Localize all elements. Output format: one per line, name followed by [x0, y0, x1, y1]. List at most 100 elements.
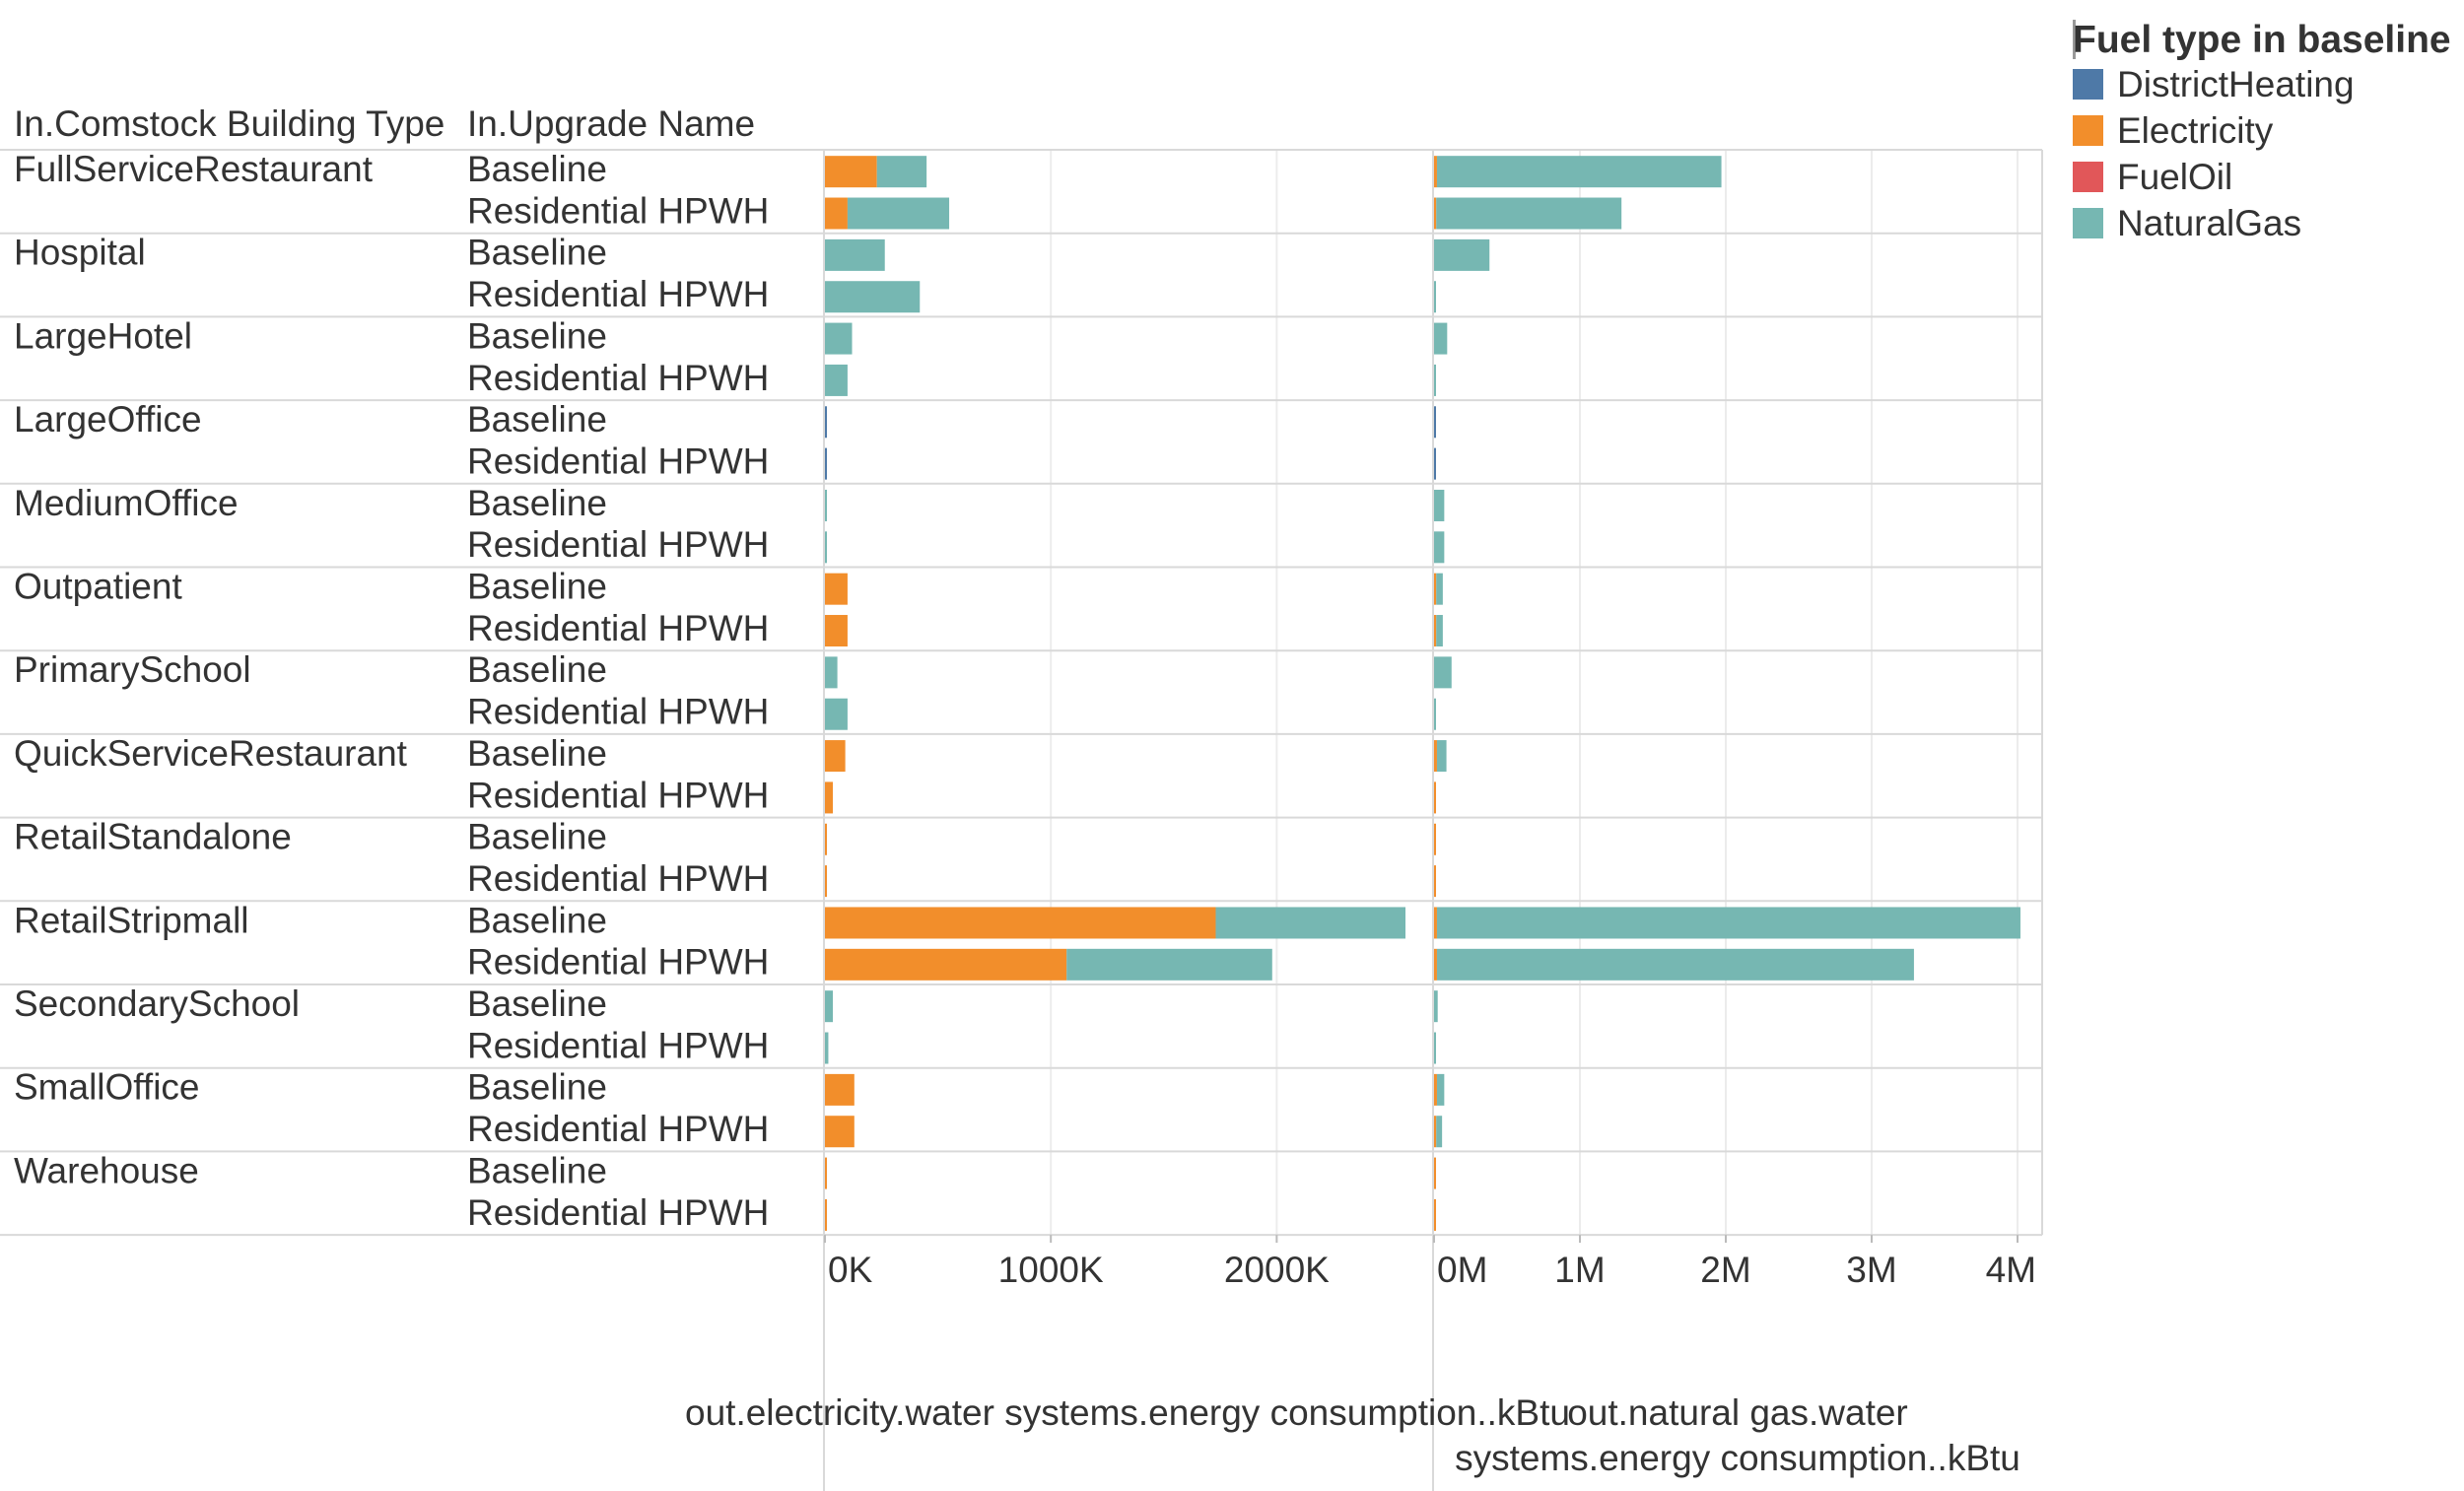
legend-title-bar — [2073, 20, 2076, 59]
upgrade-label-7-1: Residential HPWH — [467, 775, 769, 815]
legend-title: Fuel type in baseline — [2073, 19, 2451, 61]
building-type-label-11: SmallOffice — [14, 1067, 200, 1108]
bar-gas-5-0-NaturalGas — [1436, 573, 1443, 605]
tick-label-p1-0: 0K — [828, 1250, 873, 1290]
upgrade-label-10-1: Residential HPWH — [467, 1025, 769, 1065]
building-type-label-0: FullServiceRestaurant — [14, 149, 374, 189]
bar-gas-2-0-NaturalGas — [1434, 322, 1448, 355]
legend-swatch-DistrictHeating — [2073, 69, 2103, 100]
upgrade-label-12-0: Baseline — [467, 1150, 607, 1190]
bar-elec-0-0-Electricity — [825, 156, 877, 188]
bar-elec-1-0-NaturalGas — [825, 238, 885, 271]
bars — [825, 156, 2020, 1231]
building-type-label-8: RetailStandalone — [14, 817, 292, 857]
bar-gas-7-0-NaturalGas — [1436, 740, 1447, 773]
row-header-upgrade-name: In.Upgrade Name — [467, 103, 755, 144]
bar-gas-0-0-NaturalGas — [1436, 156, 1722, 188]
upgrade-label-3-0: Baseline — [467, 399, 607, 440]
bar-gas-0-1-NaturalGas — [1436, 197, 1622, 230]
bar-gas-6-0-NaturalGas — [1434, 656, 1452, 689]
bar-gas-9-0-NaturalGas — [1436, 907, 2020, 939]
bar-elec-3-1-DistrictHeating — [825, 447, 827, 480]
bar-elec-12-0-Electricity — [825, 1157, 827, 1189]
bar-elec-0-1-Electricity — [825, 197, 848, 230]
bar-elec-5-0-Electricity — [825, 573, 848, 605]
bar-elec-9-1-NaturalGas — [1066, 948, 1272, 981]
bar-gas-9-0-Electricity — [1434, 907, 1437, 939]
bar-gas-12-1-Electricity — [1434, 1198, 1436, 1231]
upgrade-label-8-1: Residential HPWH — [467, 858, 769, 899]
bar-elec-7-1-Electricity — [825, 781, 834, 814]
bar-elec-8-1-Electricity — [825, 865, 827, 898]
bar-gas-2-1-NaturalGas — [1434, 364, 1436, 396]
bar-gas-1-0-NaturalGas — [1434, 238, 1490, 271]
bar-elec-9-1-Electricity — [825, 948, 1067, 981]
bar-elec-1-1-NaturalGas — [825, 281, 921, 313]
legend-label-DistrictHeating: DistrictHeating — [2117, 64, 2355, 104]
bar-elec-11-0-Electricity — [825, 1073, 855, 1106]
bar-gas-10-0-NaturalGas — [1434, 990, 1438, 1023]
bar-gas-5-0-Electricity — [1434, 573, 1437, 605]
building-type-label-4: MediumOffice — [14, 483, 239, 523]
bar-gas-10-1-NaturalGas — [1434, 1032, 1436, 1064]
building-type-label-7: QuickServiceRestaurant — [14, 733, 408, 774]
tick-label-p1-1: 1000K — [998, 1250, 1104, 1290]
upgrade-label-6-0: Baseline — [467, 649, 607, 690]
upgrade-label-0-1: Residential HPWH — [467, 190, 769, 231]
building-type-label-6: PrimarySchool — [14, 649, 251, 690]
legend-swatch-NaturalGas — [2073, 208, 2103, 238]
upgrade-label-11-0: Baseline — [467, 1067, 607, 1108]
x-axis-title-p2: out.natural gas.water systems.energy cons… — [1455, 1392, 2020, 1478]
building-type-label-3: LargeOffice — [14, 399, 202, 440]
bar-elec-11-1-Electricity — [825, 1116, 855, 1148]
bar-gas-3-1-DistrictHeating — [1434, 447, 1436, 480]
upgrade-label-4-0: Baseline — [467, 483, 607, 523]
bar-gas-1-1-NaturalGas — [1434, 281, 1436, 313]
bar-gas-5-1-NaturalGas — [1436, 615, 1443, 647]
upgrade-label-11-1: Residential HPWH — [467, 1109, 769, 1149]
upgrade-label-12-1: Residential HPWH — [467, 1192, 769, 1233]
upgrade-label-4-1: Residential HPWH — [467, 524, 769, 565]
building-type-label-9: RetailStripmall — [14, 900, 249, 940]
bar-gas-9-1-NaturalGas — [1436, 948, 1914, 981]
legend-label-NaturalGas: NaturalGas — [2117, 203, 2301, 243]
row-headers: In.Comstock Building Type In.Upgrade Nam… — [14, 103, 755, 144]
bar-gas-12-0-Electricity — [1434, 1157, 1436, 1189]
bar-elec-4-0-NaturalGas — [825, 489, 827, 521]
building-type-label-12: Warehouse — [14, 1150, 199, 1190]
tick-label-p2-4: 4M — [1986, 1250, 2036, 1290]
bar-gas-9-1-Electricity — [1434, 948, 1437, 981]
legend: Fuel type in baseline DistrictHeating Ele… — [2073, 19, 2451, 243]
upgrade-label-6-1: Residential HPWH — [467, 692, 769, 732]
upgrade-label-10-0: Baseline — [467, 983, 607, 1024]
bar-elec-10-0-NaturalGas — [825, 990, 834, 1023]
upgrade-label-8-0: Baseline — [467, 817, 607, 857]
bar-elec-5-1-Electricity — [825, 615, 848, 647]
tick-label-p1-2: 2000K — [1224, 1250, 1330, 1290]
bar-elec-9-0-NaturalGas — [1215, 907, 1405, 939]
bar-gas-11-1-Electricity — [1434, 1116, 1437, 1148]
bar-elec-0-0-NaturalGas — [876, 156, 927, 188]
bar-elec-2-1-NaturalGas — [825, 364, 848, 396]
x-axis-title-p1: out.electricity.water systems.energy con… — [685, 1392, 1570, 1433]
bar-gas-7-0-Electricity — [1434, 740, 1437, 773]
bar-elec-3-0-DistrictHeating — [825, 406, 827, 439]
bar-elec-9-0-Electricity — [825, 907, 1216, 939]
bar-gas-3-0-DistrictHeating — [1434, 406, 1436, 439]
bar-gas-6-1-NaturalGas — [1434, 698, 1436, 730]
upgrade-label-2-0: Baseline — [467, 315, 607, 356]
axes: 0K 1000K 2000K out.electricity.water system… — [685, 1235, 2036, 1478]
bar-gas-8-0-Electricity — [1434, 823, 1436, 855]
upgrade-label-1-0: Baseline — [467, 233, 607, 273]
bar-elec-8-0-Electricity — [825, 823, 827, 855]
building-type-label-10: SecondarySchool — [14, 983, 300, 1024]
bar-elec-4-1-NaturalGas — [825, 531, 827, 564]
legend-swatch-FuelOil — [2073, 162, 2103, 192]
row-header-building-type: In.Comstock Building Type — [14, 103, 445, 144]
upgrade-label-5-0: Baseline — [467, 567, 607, 607]
bar-gas-11-0-NaturalGas — [1436, 1073, 1445, 1106]
bar-gas-7-1-Electricity — [1434, 781, 1436, 814]
legend-label-Electricity: Electricity — [2117, 110, 2274, 151]
tick-label-p2-3: 3M — [1846, 1250, 1896, 1290]
